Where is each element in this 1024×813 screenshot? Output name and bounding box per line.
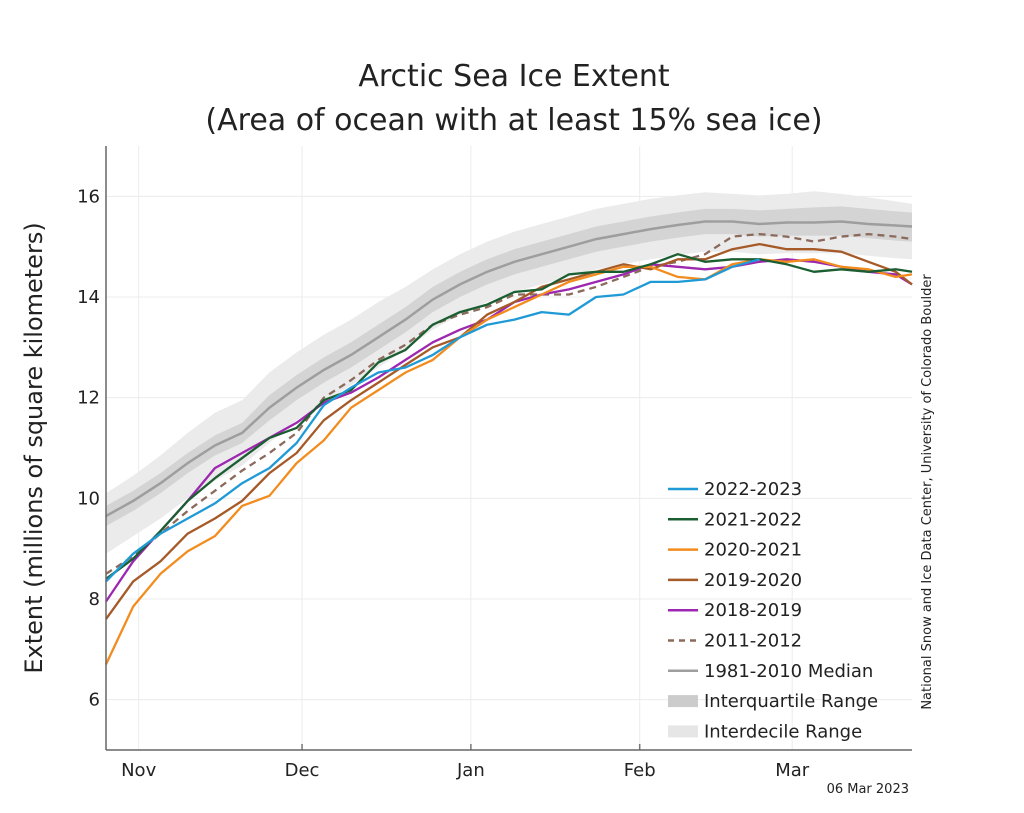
x-tick-label: Nov [121, 760, 156, 781]
x-tick-label: Jan [456, 760, 485, 781]
series-lines [104, 220, 913, 665]
interquartile-band [106, 206, 912, 527]
series-line-2021-2022 [105, 253, 913, 580]
y-tick-label: 8 [89, 589, 100, 610]
legend-label: Interquartile Range [704, 691, 878, 712]
date-stamp: 06 Mar 2023 [827, 782, 909, 797]
y-tick-label: 16 [77, 186, 100, 207]
legend-label: 2020-2021 [704, 540, 802, 561]
legend-label: 2021-2022 [704, 509, 802, 530]
legend-swatch [668, 725, 698, 738]
x-tick-label: Feb [624, 760, 656, 781]
x-tick-label: Mar [775, 760, 810, 781]
legend-label: 2011-2012 [704, 631, 802, 652]
axes [105, 146, 912, 751]
x-tick-labels: Nov Dec Jan Feb Mar [121, 760, 810, 781]
legend-label: 2022-2023 [704, 479, 802, 500]
series-line-2011-2012 [105, 232, 913, 575]
y-tick-label: 10 [77, 488, 100, 509]
y-axis-label: Extent (millions of square kilometers) [20, 222, 48, 673]
series-line-2019-2020 [105, 242, 913, 620]
legend-label: 1981-2010 Median [704, 661, 873, 682]
y-tick-label: 14 [77, 287, 100, 308]
x-tick-label: Dec [285, 760, 320, 781]
legend-swatch [668, 695, 698, 708]
credit-text: National Snow and Ice Data Center, Unive… [920, 274, 935, 710]
legend-label: 2018-2019 [704, 600, 802, 621]
series-line-2020-2021 [104, 258, 913, 665]
chart-title: Arctic Sea Ice Extent [358, 59, 670, 94]
legend-label: 2019-2020 [704, 570, 802, 591]
y-tick-label: 6 [89, 690, 100, 711]
y-tick-labels: 6 8 10 12 14 16 [77, 186, 100, 710]
legend-label: Interdecile Range [704, 721, 862, 742]
chart-subtitle: (Area of ocean with at least 15% sea ice… [205, 103, 822, 138]
median-line [105, 220, 913, 518]
legend: 2022-2023 2021-2022 2020-2021 2019-2020 2018… [668, 479, 878, 742]
series-line-2022-2023 [105, 258, 760, 583]
y-tick-label: 12 [77, 388, 100, 409]
